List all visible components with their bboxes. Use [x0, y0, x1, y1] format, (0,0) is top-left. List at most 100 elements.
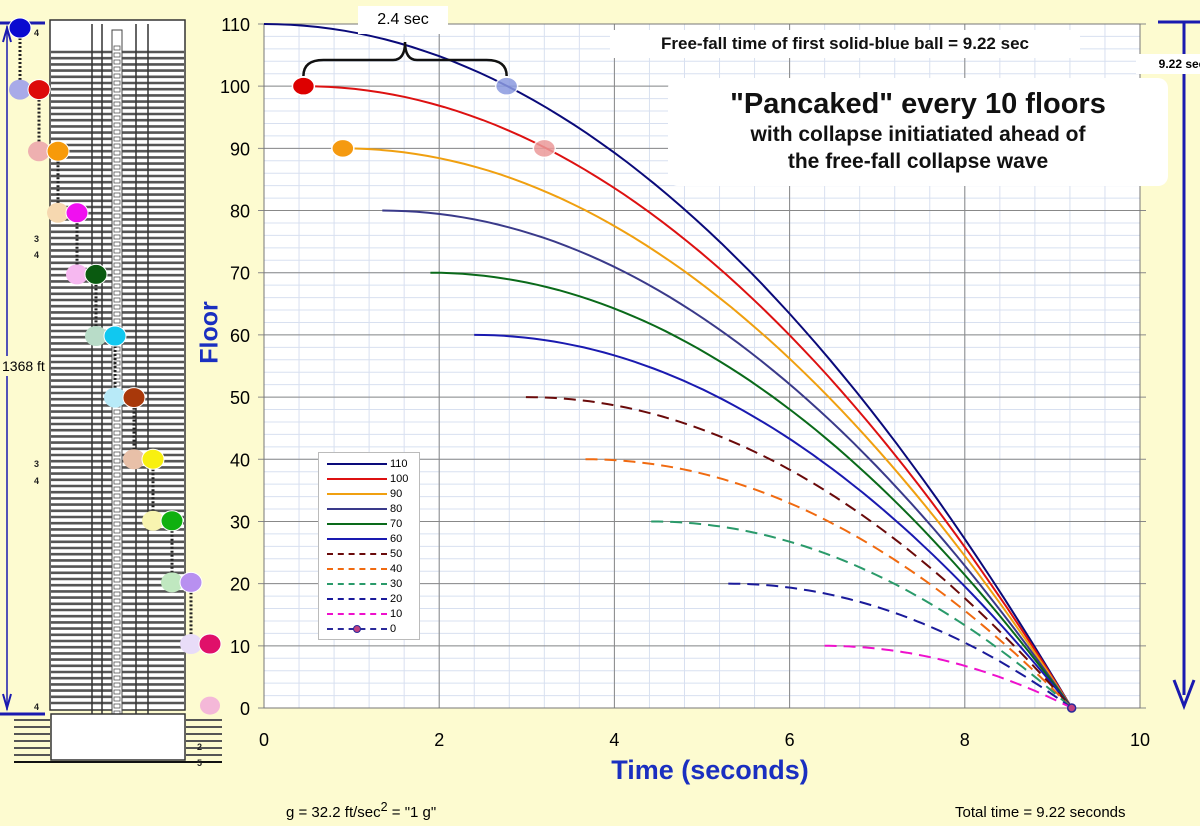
x-tick-label: 4: [609, 730, 619, 750]
y-tick-label: 80: [230, 202, 250, 222]
y-tick-label: 0: [240, 699, 250, 719]
shaft-cell: [113, 465, 121, 471]
shaft-cell: [113, 143, 121, 149]
y-tick-label: 70: [230, 264, 250, 284]
shaft-cell: [113, 640, 121, 646]
chart-title-box: "Pancaked" every 10 floors with collapse…: [668, 78, 1168, 186]
legend-swatch: [327, 493, 387, 495]
faded-ball: [180, 634, 202, 654]
series-line-60: [474, 333, 1073, 709]
legend-label: 110: [390, 458, 408, 470]
series-line-30: [651, 520, 1073, 709]
shaft-cell: [113, 80, 121, 86]
shaft-cell: [113, 59, 121, 65]
shaft-cell: [113, 297, 121, 303]
y-tick-label: 30: [230, 512, 250, 532]
faded-ball: [200, 696, 220, 715]
series-line-110: [263, 23, 1073, 709]
legend-swatch: [327, 568, 387, 570]
shaft-cell: [113, 486, 121, 492]
solid-ball: [84, 263, 108, 285]
shaft-cell: [113, 164, 121, 170]
shaft-cell: [113, 94, 121, 100]
shaft-cell: [113, 234, 121, 240]
shaft-cell: [113, 227, 121, 233]
podium: [50, 713, 186, 761]
solid-ball: [65, 202, 89, 224]
series-line-80: [382, 209, 1073, 709]
shaft-cell: [113, 605, 121, 611]
shaft-cell: [113, 661, 121, 667]
shaft-cell: [113, 311, 121, 317]
legend-label: 70: [390, 518, 403, 530]
x-tick-label: 0: [259, 730, 269, 750]
shaft-cell: [113, 101, 121, 107]
height-arrow-heads: [2, 24, 12, 712]
time-arrow-head: [1172, 679, 1196, 711]
shaft-cell: [113, 612, 121, 618]
y-tick-label: 90: [230, 139, 250, 159]
tower-height-label: 1368 ft: [0, 356, 47, 376]
legend-swatch: [327, 583, 387, 585]
legend-label: 50: [390, 548, 403, 560]
brace-label: 2.4 sec: [358, 6, 448, 34]
legend-label: 100: [390, 473, 409, 485]
shaft-cell: [113, 689, 121, 695]
legend-swatch: [327, 598, 387, 600]
x-axis-label: Time (seconds): [611, 755, 809, 785]
shaft-cell: [113, 171, 121, 177]
shaft-cell: [113, 304, 121, 310]
shaft-cell: [113, 374, 121, 380]
shaft-cell: [113, 87, 121, 93]
legend-swatch: [327, 613, 387, 615]
free-fall-time-note: Free-fall time of first solid-blue ball …: [610, 30, 1080, 58]
shaft-cell: [113, 318, 121, 324]
faded-ball: [47, 202, 69, 223]
shaft-cell: [113, 45, 121, 51]
series-line-50: [525, 396, 1073, 709]
shaft-cell: [113, 633, 121, 639]
shaft-cell: [113, 220, 121, 226]
shaft-cell: [113, 703, 121, 709]
y-tick-label: 20: [230, 575, 250, 595]
x-tick-label: 10: [1130, 730, 1150, 750]
floor-marker-label: 4: [34, 702, 39, 712]
shaft-cell: [113, 444, 121, 450]
shaft-cell: [113, 549, 121, 555]
shaft-cell: [113, 598, 121, 604]
shaft-cell: [113, 115, 121, 121]
legend-swatch: [327, 478, 387, 480]
shaft-cell: [113, 157, 121, 163]
shaft-cell: [113, 500, 121, 506]
shaft-cell: [113, 416, 121, 422]
ball-marker: [331, 138, 355, 159]
plot-border: [263, 23, 1141, 709]
faded-ball: [66, 264, 88, 285]
shaft-cell: [113, 52, 121, 58]
shaft-cell: [113, 129, 121, 135]
shaft-cell: [113, 255, 121, 261]
solid-ball: [141, 448, 165, 470]
shaft-cell: [113, 479, 121, 485]
shaft-cell: [113, 521, 121, 527]
legend-point-icon: [353, 625, 361, 633]
legend-swatch: [327, 538, 387, 540]
y-tick-label: 110: [221, 15, 250, 35]
legend-entry-20: 20: [327, 592, 417, 606]
shaft-cell: [113, 269, 121, 275]
total-time-arrow-label: 9.22 sec: [1136, 54, 1200, 74]
shaft-cell: [113, 451, 121, 457]
gravity-note: g = 32.2 ft/sec2 = "1 g": [286, 800, 436, 821]
time-gap-brace: [302, 41, 508, 77]
series-line-100: [303, 85, 1073, 709]
legend-entry-60: 60: [327, 532, 417, 546]
solid-ball: [122, 387, 146, 409]
tower-diagram: 4 3 4 3 4 4 2 5: [0, 17, 222, 768]
faded-ball: [123, 449, 145, 470]
series-line-40: [585, 458, 1073, 709]
shaft-cell: [113, 472, 121, 478]
shaft-cell: [113, 248, 121, 254]
legend-swatch: [327, 553, 387, 555]
legend-label: 30: [390, 578, 403, 590]
shaft-cell: [113, 626, 121, 632]
